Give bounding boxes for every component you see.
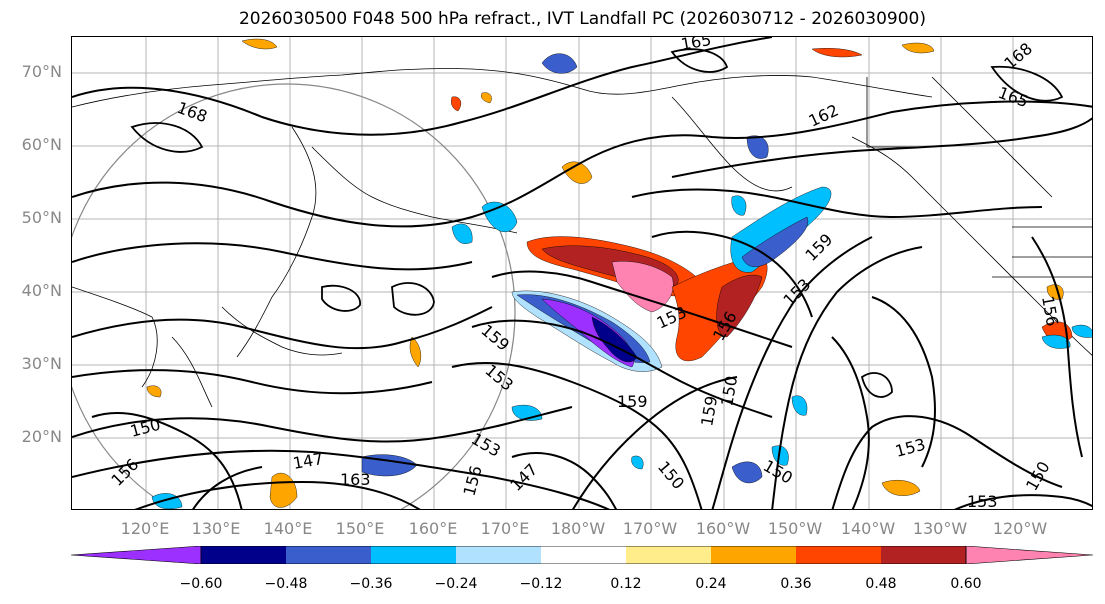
colorbar-tick: −0.24: [434, 576, 478, 592]
colorbar-swatch: [456, 546, 541, 564]
contour-label: 147: [291, 449, 324, 473]
lon-label-150e: 150°E: [335, 519, 385, 538]
lon-label-140e: 140°E: [263, 519, 313, 538]
colorbar-tick: −0.36: [349, 576, 393, 592]
lon-label-140w: 140°W: [840, 519, 896, 538]
contour-label: 150: [128, 415, 162, 441]
contour-label: 156: [1038, 294, 1062, 327]
contour-label: 159: [617, 392, 648, 411]
lon-label-160w: 160°W: [695, 519, 751, 538]
colorbar-tick: 0.24: [695, 576, 727, 592]
colorbar-swatch: [201, 546, 286, 564]
contour-label: 150: [1022, 458, 1054, 494]
contour-label: 147: [506, 460, 541, 495]
contour-label: 153: [468, 429, 504, 461]
coastlines: [72, 68, 1092, 408]
lat-label-50n: 50°N: [21, 208, 62, 227]
contour-label: 159: [697, 394, 721, 427]
contour-label: 150: [717, 374, 741, 407]
colorbar-swatch: [881, 546, 966, 564]
colorbar-tick: 0.60: [950, 576, 982, 592]
contour-label: 165: [996, 83, 1031, 111]
lon-label-120w: 120°W: [992, 519, 1048, 538]
contour-label: 159: [477, 321, 513, 355]
colorbar: [71, 546, 1093, 564]
lon-label-150w: 150°W: [767, 519, 823, 538]
colorbar-tick: −0.60: [179, 576, 223, 592]
colorbar-tick: 0.12: [610, 576, 642, 592]
colorbar-tick: −0.48: [264, 576, 308, 592]
lon-label-170e: 170°E: [480, 519, 530, 538]
colorbar-swatch: [541, 546, 626, 564]
contour-label: 165: [679, 37, 712, 54]
graticule: [72, 37, 1092, 509]
colorbar-swatch: [371, 546, 456, 564]
lon-label-160e: 160°E: [408, 519, 458, 538]
contour-label: 168: [175, 98, 210, 126]
contour-label: 168: [1000, 39, 1036, 73]
colorbar-tick: 0.36: [780, 576, 812, 592]
lon-label-130w: 130°W: [912, 519, 968, 538]
map-title: 2026030500 F048 500 hPa refract., IVT La…: [238, 9, 926, 29]
range-ring: [72, 83, 516, 509]
colorbar-tick: 0.48: [865, 576, 897, 592]
lat-label-20n: 20°N: [21, 427, 62, 446]
colorbar-swatch: [71, 546, 202, 564]
contour-label: 153: [893, 435, 927, 461]
contour-label: 163: [340, 470, 371, 489]
contour-label: 153: [779, 275, 814, 310]
lon-label-180w: 180°W: [550, 519, 606, 538]
colorbar-swatch: [965, 546, 1093, 564]
colorbar-tick: −0.12: [519, 576, 563, 592]
colorbar-swatch: [286, 546, 371, 564]
contour-loops: [130, 48, 1064, 398]
lat-label-40n: 40°N: [21, 281, 62, 300]
lon-label-120e: 120°E: [120, 519, 170, 538]
contour-label: 153: [967, 492, 998, 510]
contour-label: 159: [801, 230, 836, 265]
map-panel: 165 168 162 168 165 159 153 153 156 159 …: [71, 36, 1093, 510]
lon-label-130e: 130°E: [191, 519, 241, 538]
lat-label-30n: 30°N: [21, 354, 62, 373]
lat-label-70n: 70°N: [21, 62, 62, 81]
colorbar-swatch: [711, 546, 796, 564]
colorbar-swatch: [626, 546, 711, 564]
contour-label: 150: [760, 456, 796, 488]
map-canvas: 165 168 162 168 165 159 153 153 156 159 …: [72, 37, 1092, 510]
lon-label-170w: 170°W: [622, 519, 678, 538]
contour-label: 156: [460, 464, 486, 498]
colorbar-swatch: [796, 546, 881, 564]
height-contours: [72, 37, 1092, 509]
lat-label-60n: 60°N: [21, 135, 62, 154]
